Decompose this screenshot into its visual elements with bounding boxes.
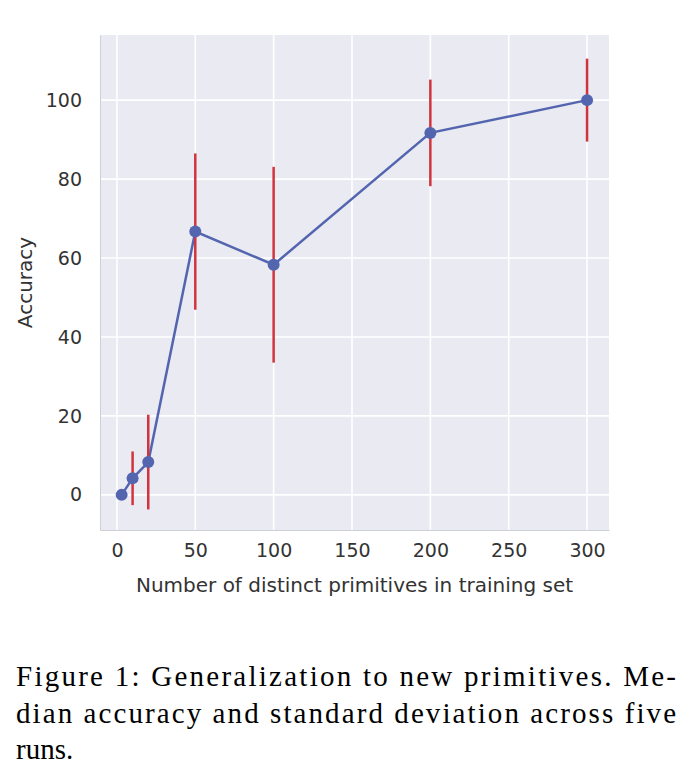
axis-line (100, 36, 101, 531)
tick-label: 60 (58, 247, 82, 269)
grid-line-y (100, 415, 609, 417)
y-axis-title: Accuracy (13, 237, 37, 328)
marker (581, 94, 593, 106)
tick-label: 0 (70, 483, 82, 505)
grid-line-y (100, 257, 609, 259)
grid-line-y (100, 99, 609, 101)
grid-line-x (430, 35, 432, 530)
tick-label: 100 (256, 539, 292, 561)
tick-label: 0 (111, 539, 123, 561)
caption-line: runs. (16, 733, 73, 765)
tick: 80 (58, 168, 100, 190)
tick-label: 100 (46, 89, 82, 111)
grid-line-y (100, 494, 609, 496)
tick: 40 (58, 326, 100, 348)
grid (100, 35, 609, 530)
tick: 50 (184, 530, 208, 561)
tick-label: 50 (184, 539, 208, 561)
axis-line (101, 530, 610, 531)
grid-line-x (508, 35, 510, 530)
tick: 300 (569, 530, 605, 561)
tick-label: 150 (334, 539, 370, 561)
marker (189, 226, 201, 238)
tick: 100 (46, 89, 100, 111)
tick-label: 250 (491, 539, 527, 561)
data-layer (116, 59, 593, 510)
y-axis: 0 20 40 60 80 100 (46, 36, 101, 531)
tick: 60 (58, 247, 100, 269)
tick: 0 (70, 483, 100, 505)
x-axis: 0 50 100 150 200 250 300 (101, 530, 610, 561)
marker (116, 489, 128, 501)
grid-line-x (194, 35, 196, 530)
tick: 100 (256, 530, 292, 561)
grid-line-y (100, 178, 609, 180)
chart-svg: 0 50 100 150 200 250 300 0 20 40 60 80 100 Number of … (0, 0, 694, 774)
grid-line-y (100, 336, 609, 338)
caption-line: Figure 1: Generalization to new primitiv… (16, 660, 676, 692)
caption-line: dian accuracy and standard deviation acr… (16, 697, 676, 729)
grid-line-x (586, 35, 588, 530)
tick-label: 80 (58, 168, 82, 190)
series-line (122, 100, 587, 495)
grid-line-x (351, 35, 353, 530)
grid-line-x (273, 35, 275, 530)
marker (268, 259, 280, 271)
tick: 250 (491, 530, 527, 561)
marker (127, 472, 139, 484)
tick-label: 40 (58, 326, 82, 348)
x-axis-title: Number of distinct primitives in trainin… (136, 573, 573, 597)
marker (424, 127, 436, 139)
grid-line-x (116, 35, 118, 530)
tick: 200 (413, 530, 449, 561)
tick: 20 (58, 405, 100, 427)
tick: 0 (111, 530, 123, 561)
tick: 150 (334, 530, 370, 561)
tick-label: 300 (569, 539, 605, 561)
tick-label: 20 (58, 405, 82, 427)
marker (142, 456, 154, 468)
tick-label: 200 (413, 539, 449, 561)
plot-background (100, 35, 609, 530)
